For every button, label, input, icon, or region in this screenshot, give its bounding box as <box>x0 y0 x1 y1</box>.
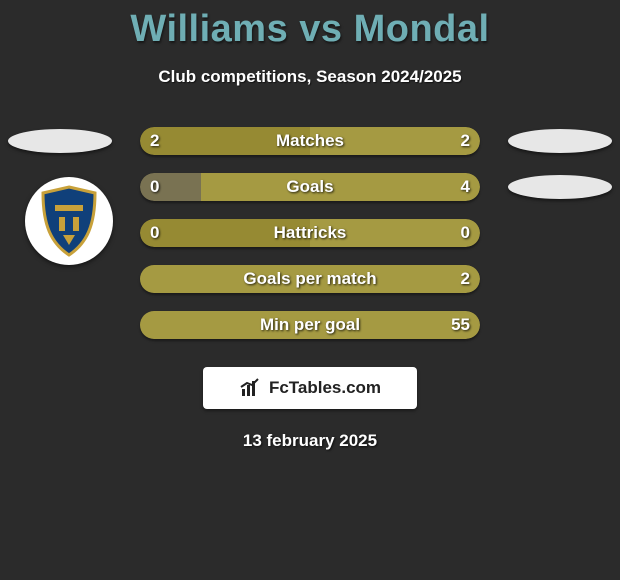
crest-bar3 <box>73 217 79 231</box>
stat-bar-right <box>310 127 480 155</box>
stat-row: Min per goal55 <box>0 311 620 357</box>
team-crest-left <box>25 177 113 265</box>
stat-bar-track <box>140 127 480 155</box>
brand-badge[interactable]: FcTables.com <box>203 367 417 409</box>
brand-text: FcTables.com <box>269 378 381 398</box>
stat-bar-right <box>140 265 480 293</box>
stat-bar-right <box>201 173 480 201</box>
team-logo-slot-left <box>8 129 112 153</box>
date-text: 13 february 2025 <box>0 431 620 451</box>
stat-bar-track <box>140 219 480 247</box>
stat-bar-track <box>140 265 480 293</box>
team-logo-slot-right <box>508 175 612 199</box>
subtitle: Club competitions, Season 2024/2025 <box>0 67 620 87</box>
team-logo-slot-right <box>508 129 612 153</box>
stat-row: Goals per match2 <box>0 265 620 311</box>
crest-bar1 <box>55 205 83 211</box>
stat-bar-left <box>140 127 310 155</box>
stat-bar-track <box>140 311 480 339</box>
brand-chart-icon <box>239 377 261 399</box>
stat-bar-track <box>140 173 480 201</box>
crest-bar2 <box>59 217 65 231</box>
stat-bar-right <box>310 219 480 247</box>
stat-bar-left <box>140 173 201 201</box>
stat-bar-right <box>140 311 480 339</box>
stat-row: Matches22 <box>0 127 620 173</box>
stat-bar-left <box>140 219 310 247</box>
page-title: Williams vs Mondal <box>0 0 620 51</box>
